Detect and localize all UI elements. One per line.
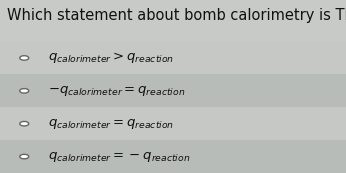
Text: $q_{calorimeter} > q_{reaction}$: $q_{calorimeter} > q_{reaction}$ [48, 51, 175, 65]
FancyBboxPatch shape [0, 42, 346, 74]
FancyBboxPatch shape [0, 74, 346, 107]
Circle shape [20, 121, 29, 126]
Circle shape [20, 154, 29, 159]
Circle shape [20, 56, 29, 60]
Text: Which statement about bomb calorimetry is TRUE?: Which statement about bomb calorimetry i… [7, 8, 346, 23]
Text: $q_{calorimeter} = q_{reaction}$: $q_{calorimeter} = q_{reaction}$ [48, 117, 175, 131]
FancyBboxPatch shape [0, 107, 346, 140]
Text: $-q_{calorimeter} = q_{reaction}$: $-q_{calorimeter} = q_{reaction}$ [48, 84, 186, 98]
FancyBboxPatch shape [0, 140, 346, 173]
FancyBboxPatch shape [0, 0, 346, 35]
Circle shape [20, 89, 29, 93]
Text: $q_{calorimeter} = -q_{reaction}$: $q_{calorimeter} = -q_{reaction}$ [48, 150, 191, 163]
